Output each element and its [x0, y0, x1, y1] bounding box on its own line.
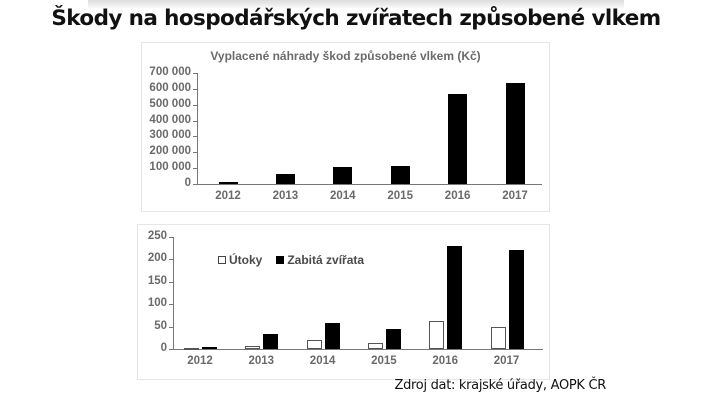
x-tick-label: 2013: [248, 355, 275, 367]
x-tick-label: 2017: [493, 355, 520, 367]
legend-label-killed: Zabitá zvířata: [287, 253, 365, 267]
y-tick-label: 100: [147, 297, 167, 310]
x-axis-line: [197, 184, 542, 185]
y-tick-mark: [193, 184, 197, 185]
bar-attacks-2017: [490, 326, 506, 349]
bar-attacks-2015: [367, 343, 383, 349]
y-tick-label: 50: [154, 319, 167, 332]
y-axis-line: [197, 73, 198, 185]
y-tick-label: 0: [160, 342, 167, 354]
x-tick-label: 2013: [272, 190, 299, 202]
y-tick-mark: [193, 104, 197, 106]
bar-attacks-2016: [429, 320, 445, 349]
y-tick-label: 700 000: [149, 66, 191, 78]
compensation-chart: Vyplacené náhrady škod způsobené vlkem (…: [141, 42, 550, 212]
y-tick-label: 100 000: [149, 161, 191, 174]
x-tick-label: 2014: [330, 190, 356, 202]
bar-killed-2016: [447, 245, 463, 349]
bar-killed-2014: [324, 323, 340, 349]
y-tick-mark: [169, 349, 173, 350]
y-tick-mark: [193, 120, 197, 122]
x-tick-label: 2014: [309, 355, 336, 367]
y-tick-mark: [193, 88, 197, 90]
x-tick-label: 2016: [444, 190, 471, 202]
bar-2014: [333, 167, 353, 184]
bar-2015: [390, 165, 410, 184]
y-tick-label: 200: [147, 252, 167, 265]
y-tick-label: 300 000: [149, 129, 191, 142]
y-tick-label: 200 000: [149, 145, 191, 158]
y-tick-label: 0: [184, 177, 191, 189]
bar-attacks-2012: [184, 347, 199, 350]
y-tick-label: 400 000: [149, 113, 191, 126]
bar-2012: [218, 182, 238, 184]
legend-label-attacks: Útoky: [229, 253, 263, 267]
y-tick-mark: [169, 281, 173, 283]
y-tick-mark: [193, 168, 197, 170]
bar-2013: [275, 173, 295, 184]
bar-killed-2012: [202, 346, 217, 349]
bar-attacks-2013: [245, 345, 261, 349]
y-tick-mark: [169, 304, 173, 306]
legend-swatch-attacks: [218, 256, 226, 264]
bar-killed-2013: [263, 334, 279, 349]
header-band: [88, 0, 624, 9]
y-axis-line: [173, 237, 174, 349]
y-tick-label: 500 000: [149, 97, 191, 110]
chart-legend: Útoky Zabitá zvířata: [218, 253, 364, 267]
x-tick-label: 2012: [215, 190, 241, 202]
y-tick-mark: [193, 73, 197, 74]
bar-2017: [505, 82, 525, 184]
chart-title: Vyplacené náhrady škod způsobené vlkem (…: [210, 49, 481, 63]
y-tick-mark: [169, 237, 173, 238]
y-tick-mark: [193, 136, 197, 138]
x-tick-label: 2016: [432, 355, 458, 367]
x-tick-label: 2015: [387, 190, 413, 202]
page-title: Škody na hospodářských zvířatech způsobe…: [51, 6, 661, 31]
x-tick-label: 2012: [187, 355, 213, 367]
y-tick-label: 600 000: [149, 81, 191, 94]
y-tick-label: 150: [147, 274, 167, 287]
x-tick-label: 2015: [371, 355, 397, 367]
y-tick-mark: [193, 152, 197, 154]
x-axis-line: [173, 349, 543, 350]
bar-attacks-2014: [306, 340, 322, 349]
y-tick-label: 250: [147, 230, 167, 242]
y-tick-mark: [169, 259, 173, 261]
bar-2016: [448, 93, 468, 184]
y-tick-mark: [169, 326, 173, 328]
attacks-chart: 0 50 100 150 200 250 Útoky Zabitá zvířata 201…: [137, 224, 550, 380]
bar-killed-2017: [508, 249, 524, 349]
legend-swatch-killed: [276, 256, 285, 264]
bar-killed-2015: [385, 328, 401, 349]
data-source-note: Zdroj dat: krajské úřady, AOPK ČR: [394, 378, 606, 393]
x-tick-label: 2017: [502, 190, 528, 202]
